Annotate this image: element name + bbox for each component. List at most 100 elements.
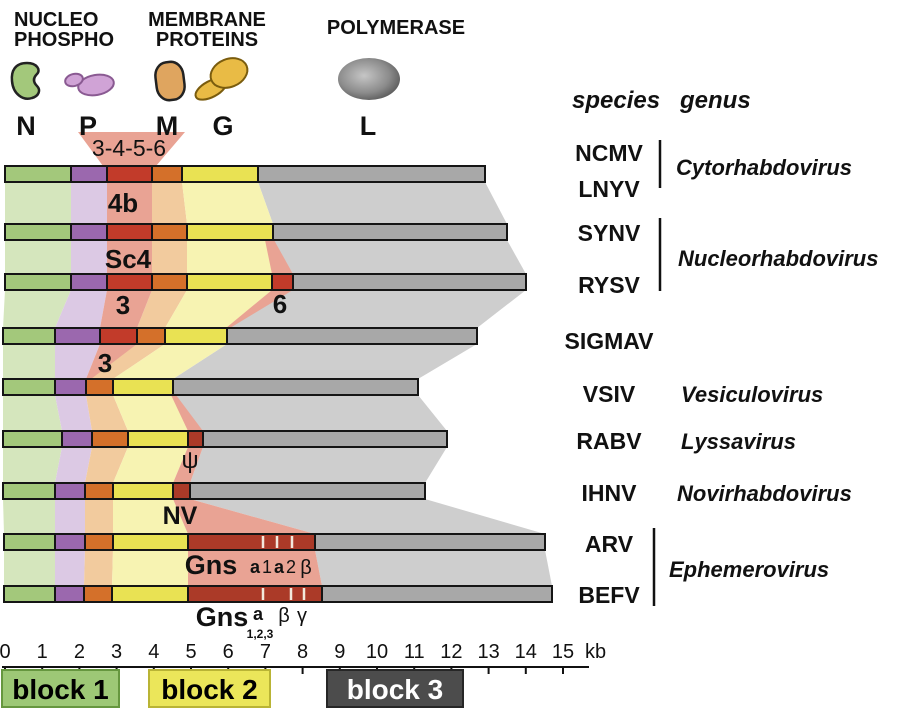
block-label-1: block 1: [12, 674, 108, 705]
ribbon-orange: [84, 550, 113, 586]
gene-segment-gray: [257, 165, 486, 183]
gene-segment-darkred: [187, 533, 316, 551]
ribbon-yellow: [187, 240, 273, 274]
ribbon-purple: [55, 344, 100, 379]
gene-segment-purple: [61, 430, 93, 448]
gene-segment-orange: [136, 327, 166, 345]
axis-tick-label: 0: [0, 641, 11, 663]
phosphoprotein-icon: [64, 72, 84, 88]
ribbon-salmon: [265, 240, 293, 274]
ribbon-green: [5, 182, 71, 224]
gene-segment-red: [106, 273, 153, 291]
axis-tick-label: 12: [440, 641, 462, 663]
ribbon-orange: [86, 395, 128, 431]
gene-segment-red: [99, 327, 138, 345]
species-label-befv: BEFV: [578, 582, 640, 608]
ribbon-gray: [173, 344, 477, 379]
axis-tick-label: 15: [552, 641, 574, 663]
species-column-header: species: [572, 87, 660, 114]
axis-tick-label: 8: [297, 641, 308, 663]
block-box-1: [1, 669, 120, 708]
gene-segment-purple: [70, 273, 108, 291]
funnel-shape: [78, 132, 185, 166]
axis-tick-label: 2: [74, 641, 85, 663]
ribbon-gray: [273, 240, 526, 274]
gene-segment-gray: [321, 585, 553, 603]
ribbon-green: [3, 395, 62, 431]
ribbon-gray: [173, 395, 447, 431]
protein-letter-p: P: [79, 111, 97, 141]
ribbon-gray: [227, 290, 526, 328]
gene-segment-green: [2, 378, 56, 396]
gene-segment-gray: [172, 378, 419, 396]
species-label-vsiv: VSIV: [583, 381, 636, 407]
ribbon-gray: [315, 550, 552, 586]
ribbon-salmon: [173, 499, 315, 534]
ribbon-green: [4, 550, 55, 586]
ribbon-salmon: [107, 240, 152, 274]
gene-segment-yellow: [186, 273, 273, 291]
ribbon-salmon: [107, 182, 152, 224]
axis-tick-label: 6: [223, 641, 234, 663]
axis-tick-label: 5: [185, 641, 196, 663]
ribbon-purple: [55, 550, 85, 586]
axis-tick-label: 11: [404, 641, 425, 663]
block-label-3: block 3: [347, 674, 443, 705]
protein-letter-n: N: [16, 111, 36, 141]
ribbon-gray: [258, 182, 507, 224]
gene-label: 3: [98, 348, 112, 378]
ribbon-green: [3, 499, 55, 534]
gene-segment-purple: [54, 533, 86, 551]
ribbon-gray: [190, 447, 447, 483]
polymerase-icon: [338, 58, 400, 100]
gene-segment-gray: [226, 327, 478, 345]
gene-label: a: [250, 557, 261, 577]
ribbon-purple: [55, 395, 92, 431]
gene-label: γ: [297, 605, 307, 627]
gene-segment-orange: [84, 533, 114, 551]
ribbon-orange: [85, 447, 128, 483]
gene-segment-green: [2, 482, 56, 500]
genus-label-cytorhabdovirus: Cytorhabdovirus: [676, 155, 852, 180]
gene-label: a: [274, 557, 285, 577]
axis-tick-label: 7: [260, 641, 271, 663]
ribbon-salmon: [100, 290, 152, 328]
gene-segment-green: [4, 165, 72, 183]
gene-segment-yellow: [112, 482, 174, 500]
gene-segment-yellow: [112, 533, 189, 551]
axis-tick-label: 9: [334, 641, 345, 663]
protein-letter-m: M: [156, 111, 179, 141]
ribbon-salmon: [86, 344, 137, 379]
species-label-ihnv: IHNV: [582, 480, 638, 506]
ribbon-green: [3, 290, 71, 328]
species-label-rabv: RABV: [576, 428, 642, 454]
gene-label: 1: [262, 557, 272, 577]
gene-segment-yellow: [164, 327, 228, 345]
gene-segment-gray: [202, 430, 448, 448]
gene-segment-purple: [70, 223, 108, 241]
ribbon-purple: [55, 447, 92, 483]
ribbon-green: [3, 344, 55, 379]
genus-label-novirhabdovirus: Novirhabdovirus: [677, 481, 852, 506]
block-label-2: block 2: [161, 674, 257, 705]
axis-tick-label: 4: [148, 641, 159, 663]
gene-segment-purple: [54, 378, 87, 396]
gene-segment-red: [106, 165, 153, 183]
genus-label-nucleorhabdovirus: Nucleorhabdovirus: [678, 246, 878, 271]
gene-segment-darkred: [187, 585, 323, 603]
ribbon-purple: [55, 290, 107, 328]
gene-segment-orange: [151, 223, 188, 241]
ribbon-salmon: [173, 447, 203, 483]
gene-label: 6: [273, 289, 287, 319]
ribbon-yellow: [165, 290, 272, 328]
header-membrane-proteins: PROTEINS: [156, 29, 258, 51]
ribbon-purple: [71, 182, 107, 224]
gene-segment-darkred: [172, 482, 191, 500]
gene-segment-orange: [91, 430, 129, 448]
header-membrane-proteins: MEMBRANE: [148, 9, 266, 31]
gene-label: 3: [116, 290, 130, 320]
header-polymerase: POLYMERASE: [327, 17, 465, 39]
gene-segment-yellow: [112, 378, 174, 396]
ribbon-yellow: [113, 344, 227, 379]
